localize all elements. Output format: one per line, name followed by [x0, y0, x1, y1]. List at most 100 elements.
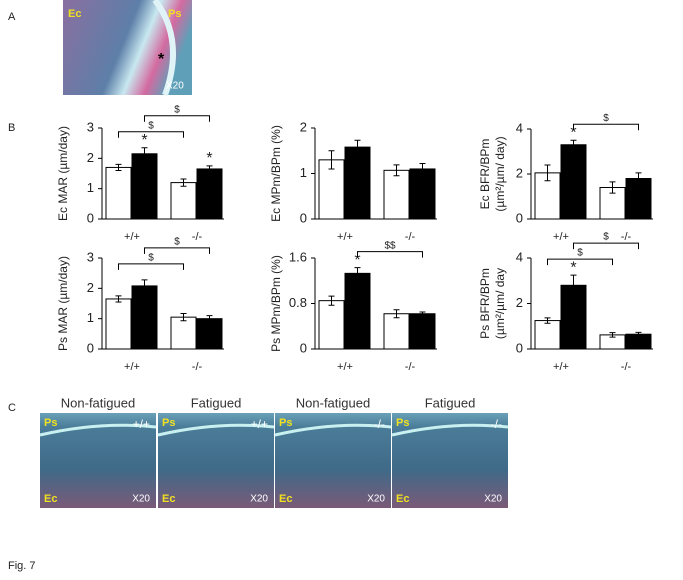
bracket: [573, 123, 639, 131]
bar: [170, 316, 197, 350]
bracket-label: $: [174, 236, 180, 247]
y-tick-label: 2: [516, 295, 523, 310]
error-bar: [544, 317, 551, 324]
error-bar: [180, 313, 187, 322]
y-tick-label: 0: [516, 210, 523, 225]
y-tick-label: 1.6: [289, 249, 307, 264]
y-tick-label: 0: [516, 340, 523, 355]
image: [275, 413, 391, 508]
bar: [383, 169, 410, 220]
y-tick-label: 2: [516, 165, 523, 180]
error-bar: [328, 295, 335, 306]
error-bar: [570, 139, 577, 150]
y-tick-label: 1: [300, 165, 307, 180]
bone-edge: [152, 0, 176, 97]
error-bar: [635, 331, 642, 337]
bracket-label: $: [577, 248, 583, 259]
genotype: -/-: [374, 417, 385, 431]
x-tick-label: +/+: [337, 361, 353, 373]
bar: [196, 318, 223, 350]
panel-label: A: [8, 11, 16, 23]
error-bar: [635, 172, 642, 185]
image-label: X20: [484, 494, 502, 505]
y-tick-label: 2: [300, 119, 307, 134]
y-axis-label: Ec MPm/BPm (%): [269, 125, 283, 222]
error-bar: [393, 164, 400, 177]
bar: [560, 144, 587, 220]
bracket: [118, 131, 184, 138]
bracket-label: $$: [384, 240, 396, 251]
y-axis-label: Ps MPm/BPm (%): [269, 255, 283, 352]
bracket-label: $: [148, 120, 154, 131]
error-bar: [115, 163, 122, 171]
y-tick-label: 1: [87, 310, 94, 325]
bone-edge: [157, 423, 275, 437]
image-label: Ps: [396, 417, 409, 429]
bone-edge: [39, 423, 157, 437]
bracket-label: $: [603, 113, 609, 124]
x-tick-label: +/+: [124, 231, 140, 243]
y-axis-label: Ec MAR (µm/day): [56, 126, 70, 221]
x-tick-label: +/+: [124, 361, 140, 373]
image-label: Ps: [162, 417, 175, 429]
bracket-label: $: [174, 104, 180, 115]
significance-marker: *: [206, 150, 212, 167]
y-tick-label: 0: [300, 340, 307, 355]
error-bar: [354, 139, 361, 155]
y-tick-label: 0: [300, 210, 307, 225]
image-label: Ec: [279, 493, 292, 505]
micrograph: -/- Ps Ec X20: [274, 413, 392, 508]
y-axis-label-line: Ec BFR/BPm: [478, 139, 492, 210]
y-tick-label: 3: [87, 249, 94, 264]
error-bar: [206, 315, 213, 323]
x-tick-label: -/-: [192, 231, 203, 243]
bar: [383, 313, 410, 350]
bar: [196, 168, 223, 220]
bar: [318, 300, 345, 350]
image-label: X20: [250, 494, 268, 505]
image-title: Non-fatigued: [296, 395, 370, 410]
error-bar: [206, 165, 213, 173]
bar: [131, 153, 158, 220]
y-tick-label: 2: [87, 150, 94, 165]
image-label: Ps: [168, 8, 181, 20]
error-bar: [115, 295, 122, 303]
micrograph: -/- Ps Ec X20: [391, 413, 509, 508]
error-bar: [544, 164, 551, 182]
image-label: X20: [367, 494, 385, 505]
bar: [409, 313, 436, 350]
bracket-label: $: [603, 232, 609, 243]
image-label: Ec: [162, 493, 175, 505]
bracket-label: $: [148, 252, 154, 263]
y-axis-label: Ps MAR (µm/day): [56, 256, 70, 351]
image-title: Fatigued: [425, 395, 476, 410]
micrograph: Ec Ps X20 *: [63, 0, 192, 97]
bracket: [144, 247, 210, 254]
y-tick-label: 0: [87, 340, 94, 355]
error-bar: [328, 150, 335, 170]
image-label: Ec: [68, 8, 81, 20]
error-bar: [180, 178, 187, 187]
x-tick-label: -/-: [621, 231, 632, 243]
error-bar: [419, 311, 426, 316]
error-bar: [393, 309, 400, 319]
bracket: [357, 251, 423, 258]
y-tick-label: 4: [516, 120, 523, 135]
image-label: X20: [166, 81, 184, 92]
significance-marker: *: [570, 259, 576, 276]
micrograph: +/+ Ps Ec X20: [157, 413, 275, 508]
x-tick-label: -/-: [405, 231, 416, 243]
error-bar: [354, 267, 361, 280]
genotype: +/+: [251, 417, 268, 431]
error-bar: [141, 279, 148, 293]
panel-label: C: [8, 402, 16, 414]
y-axis-label: Ps BFR/BPm(µm²/µm/ day: [478, 268, 507, 339]
y-axis-label: Ec BFR/BPm(µm²/µm/ day): [478, 136, 507, 211]
bar: [409, 168, 436, 220]
error-bar: [570, 274, 577, 297]
bone-edge: [274, 423, 392, 437]
bar: [344, 146, 371, 220]
image-label: Ec: [44, 493, 57, 505]
x-tick-label: +/+: [337, 231, 353, 243]
